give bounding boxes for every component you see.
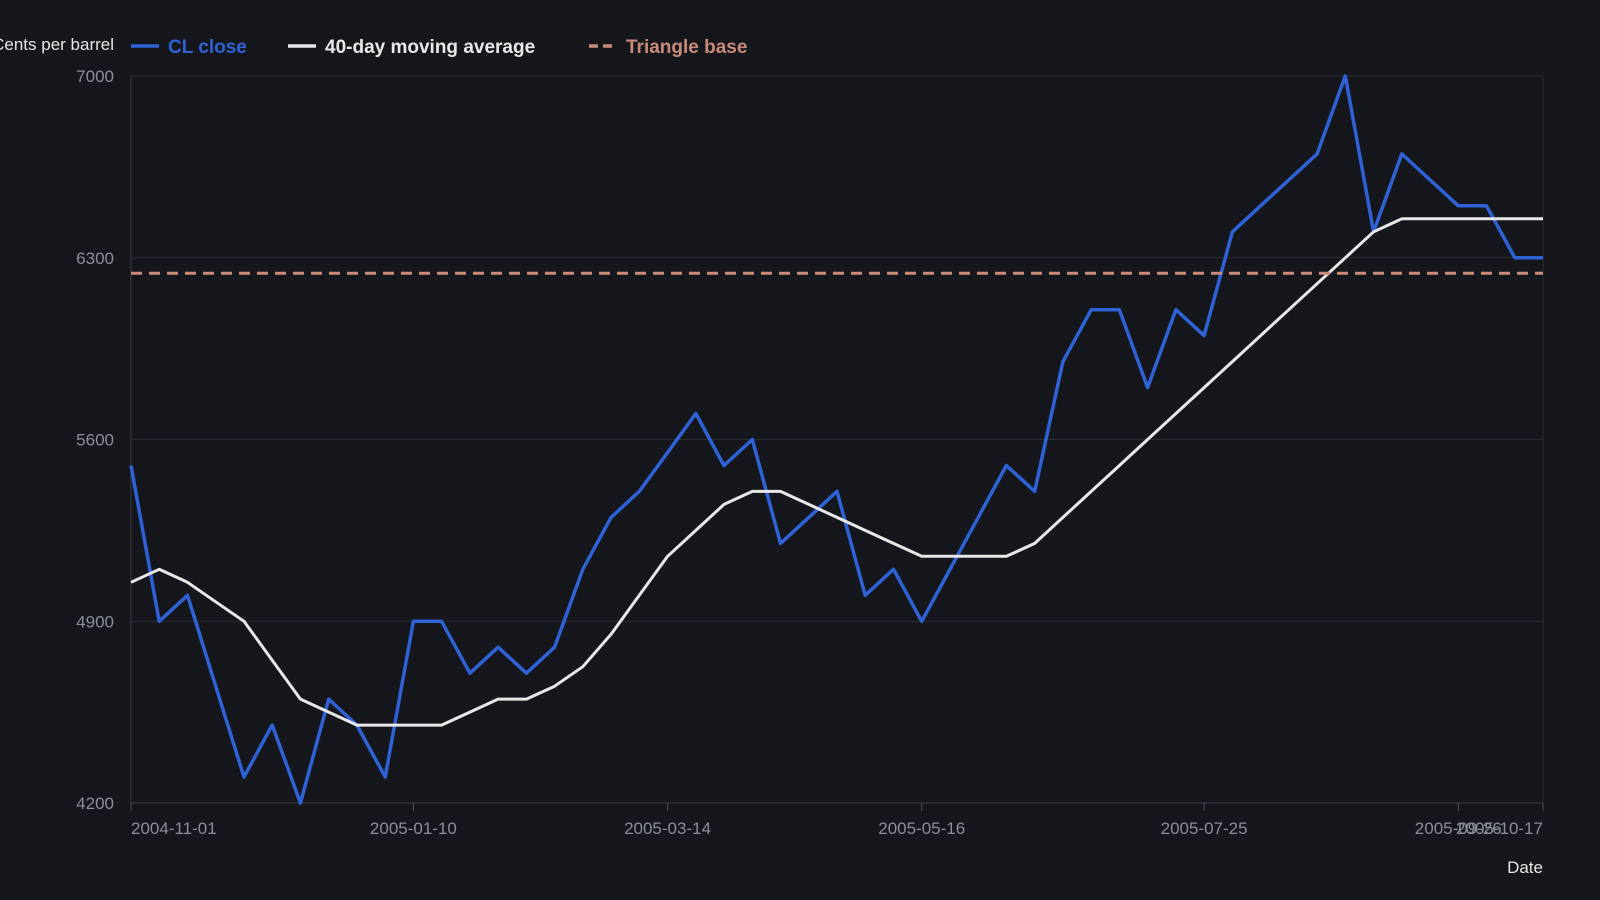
legend-label: 40-day moving average	[325, 37, 535, 58]
y-tick-label: 4200	[76, 794, 114, 813]
x-tick-label: 2005-01-10	[370, 819, 457, 838]
x-tick-label: 2005-09-26	[1415, 819, 1502, 838]
x-tick-label: 2005-07-25	[1161, 819, 1248, 838]
series-layer	[129, 74, 1543, 805]
series-cl-close	[129, 74, 1543, 805]
x-tick-label: 2005-10-17	[1456, 819, 1543, 838]
y-tick-label: 4900	[76, 612, 114, 631]
series-40-day-moving-average	[130, 217, 1543, 727]
x-tick-label: 2005-03-14	[624, 819, 711, 838]
x-tick-label: 2004-11-01	[131, 819, 217, 838]
y-tick-label: 6300	[76, 249, 114, 268]
x-tick-label: 2005-05-16	[878, 819, 965, 838]
y-axis-label: Cents per barrel	[0, 35, 114, 54]
x-axis-label: Date	[1507, 858, 1543, 877]
legend-label: Triangle base	[626, 37, 747, 58]
axes: 4200 4900 5600 6300 7000 2004-11-01 2005-01-10…	[76, 67, 1544, 838]
legend: CL close 40-day moving average Triangle ba…	[131, 37, 747, 58]
y-tick-label: 5600	[76, 431, 114, 450]
legend-label: CL close	[168, 37, 247, 58]
y-tick-label: 7000	[76, 67, 114, 86]
gridlines	[131, 75, 1544, 804]
